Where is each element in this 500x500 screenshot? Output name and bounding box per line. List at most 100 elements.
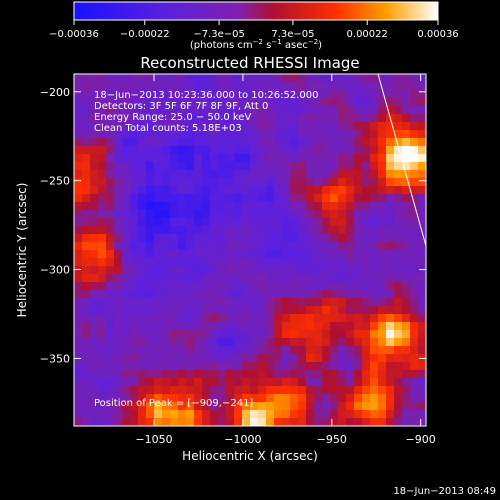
heatmap-cell xyxy=(210,402,219,411)
heatmap-cell xyxy=(250,226,259,235)
heatmap-cell xyxy=(146,74,155,83)
heatmap-cell xyxy=(410,210,419,219)
heatmap-cell xyxy=(362,250,371,259)
heatmap-cell xyxy=(218,194,227,203)
heatmap-cell xyxy=(338,330,347,339)
heatmap-cell xyxy=(130,346,139,355)
heatmap-cell xyxy=(274,306,283,315)
heatmap-cell xyxy=(234,394,243,403)
heatmap-cell xyxy=(74,242,83,251)
heatmap-cell xyxy=(394,394,403,403)
heatmap-cell xyxy=(186,242,195,251)
heatmap-cell xyxy=(394,226,403,235)
heatmap-cell xyxy=(378,186,387,195)
heatmap-cell xyxy=(394,186,403,195)
heatmap-cell xyxy=(106,402,115,411)
heatmap-cell xyxy=(234,170,243,179)
heatmap-cell xyxy=(106,362,115,371)
heatmap-cell xyxy=(266,130,275,139)
heatmap-cell xyxy=(178,250,187,259)
heatmap-cell xyxy=(394,82,403,91)
heatmap-cell xyxy=(138,242,147,251)
heatmap-cell xyxy=(290,210,299,219)
heatmap-cell xyxy=(378,250,387,259)
heatmap-cell xyxy=(90,250,99,259)
heatmap-cell xyxy=(322,154,331,163)
heatmap-cell xyxy=(98,282,107,291)
heatmap-cell xyxy=(386,194,395,203)
heatmap-cell xyxy=(98,306,107,315)
heatmap-cell xyxy=(274,178,283,187)
heatmap-cell xyxy=(74,306,83,315)
heatmap-cell xyxy=(386,202,395,211)
heatmap-cell xyxy=(162,138,171,147)
heatmap-cell xyxy=(386,106,395,115)
heatmap-cell xyxy=(370,282,379,291)
heatmap-cell xyxy=(202,354,211,363)
heatmap-cell xyxy=(234,106,243,115)
heatmap-cell xyxy=(218,146,227,155)
heatmap-cell xyxy=(370,234,379,243)
heatmap-cell xyxy=(186,226,195,235)
heatmap-cell xyxy=(274,274,283,283)
heatmap-cell xyxy=(218,106,227,115)
heatmap-cell xyxy=(354,282,363,291)
heatmap-cell xyxy=(146,410,155,419)
heatmap-cell xyxy=(274,170,283,179)
heatmap-cell xyxy=(362,162,371,171)
heatmap-cell xyxy=(138,210,147,219)
heatmap-cell xyxy=(82,290,91,299)
heatmap-cell xyxy=(418,138,426,147)
heatmap-cell xyxy=(362,122,371,131)
heatmap-cell xyxy=(402,138,411,147)
heatmap-cell xyxy=(306,282,315,291)
heatmap-cell xyxy=(290,74,299,83)
heatmap-cell xyxy=(418,410,426,419)
heatmap-cell xyxy=(306,402,315,411)
heatmap-cell xyxy=(274,82,283,91)
heatmap-cell xyxy=(146,242,155,251)
heatmap-cell xyxy=(194,106,203,115)
heatmap-cell xyxy=(330,146,339,155)
heatmap-cell xyxy=(306,226,315,235)
heatmap-cell xyxy=(378,138,387,147)
heatmap-cell xyxy=(290,154,299,163)
heatmap-cell xyxy=(250,90,259,99)
heatmap-cell xyxy=(178,154,187,163)
heatmap-cell xyxy=(218,202,227,211)
heatmap-cell xyxy=(386,178,395,187)
heatmap-cell xyxy=(122,154,131,163)
heatmap-cell xyxy=(218,298,227,307)
colorbar-tick-label: 7.3e−05 xyxy=(271,29,314,40)
heatmap-cell xyxy=(282,290,291,299)
heatmap-cell xyxy=(90,106,99,115)
heatmap-cell xyxy=(306,234,315,243)
heatmap-cell xyxy=(130,362,139,371)
heatmap-cell xyxy=(250,162,259,171)
heatmap-cell xyxy=(322,186,331,195)
heatmap-cell xyxy=(370,138,379,147)
heatmap-cell xyxy=(418,394,426,403)
heatmap-cell xyxy=(154,402,163,411)
heatmap-cell xyxy=(122,322,131,331)
heatmap-cell xyxy=(410,402,419,411)
heatmap-cell xyxy=(122,386,131,395)
heatmap-cell xyxy=(274,98,283,107)
heatmap-cell xyxy=(330,418,339,426)
heatmap-cell xyxy=(242,170,251,179)
heatmap-cell xyxy=(402,362,411,371)
heatmap-cell xyxy=(226,154,235,163)
heatmap-cell xyxy=(74,402,83,411)
heatmap-cell xyxy=(178,314,187,323)
heatmap-cell xyxy=(74,146,83,155)
heatmap-cell xyxy=(290,218,299,227)
heatmap-cell xyxy=(306,146,315,155)
heatmap-cell xyxy=(74,418,83,426)
heatmap-cell xyxy=(314,226,323,235)
heatmap-cell xyxy=(298,146,307,155)
heatmap-cell xyxy=(186,282,195,291)
heatmap-cell xyxy=(98,202,107,211)
heatmap-cell xyxy=(298,378,307,387)
heatmap-cell xyxy=(154,354,163,363)
heatmap-cell xyxy=(322,114,331,123)
